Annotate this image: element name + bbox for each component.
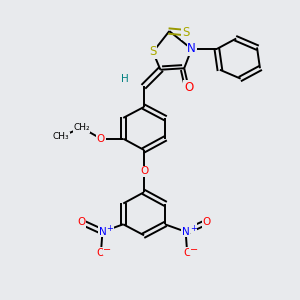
Text: O: O (184, 81, 193, 94)
Text: CH₂: CH₂ (73, 123, 90, 132)
Text: O: O (140, 167, 148, 176)
Text: CH₃: CH₃ (52, 132, 69, 141)
Text: +: + (106, 224, 113, 233)
Text: O: O (202, 217, 211, 227)
Text: H: H (121, 74, 129, 84)
Text: N: N (99, 227, 106, 237)
Text: N: N (182, 227, 190, 237)
Text: −: − (190, 244, 198, 255)
Text: S: S (182, 26, 189, 39)
Text: S: S (149, 45, 157, 58)
Text: O: O (183, 248, 191, 257)
Text: O: O (77, 217, 86, 227)
Text: +: + (190, 224, 196, 233)
Text: O: O (97, 134, 105, 144)
Text: N: N (187, 42, 196, 56)
Text: −: − (103, 244, 112, 255)
Text: O: O (97, 248, 105, 257)
